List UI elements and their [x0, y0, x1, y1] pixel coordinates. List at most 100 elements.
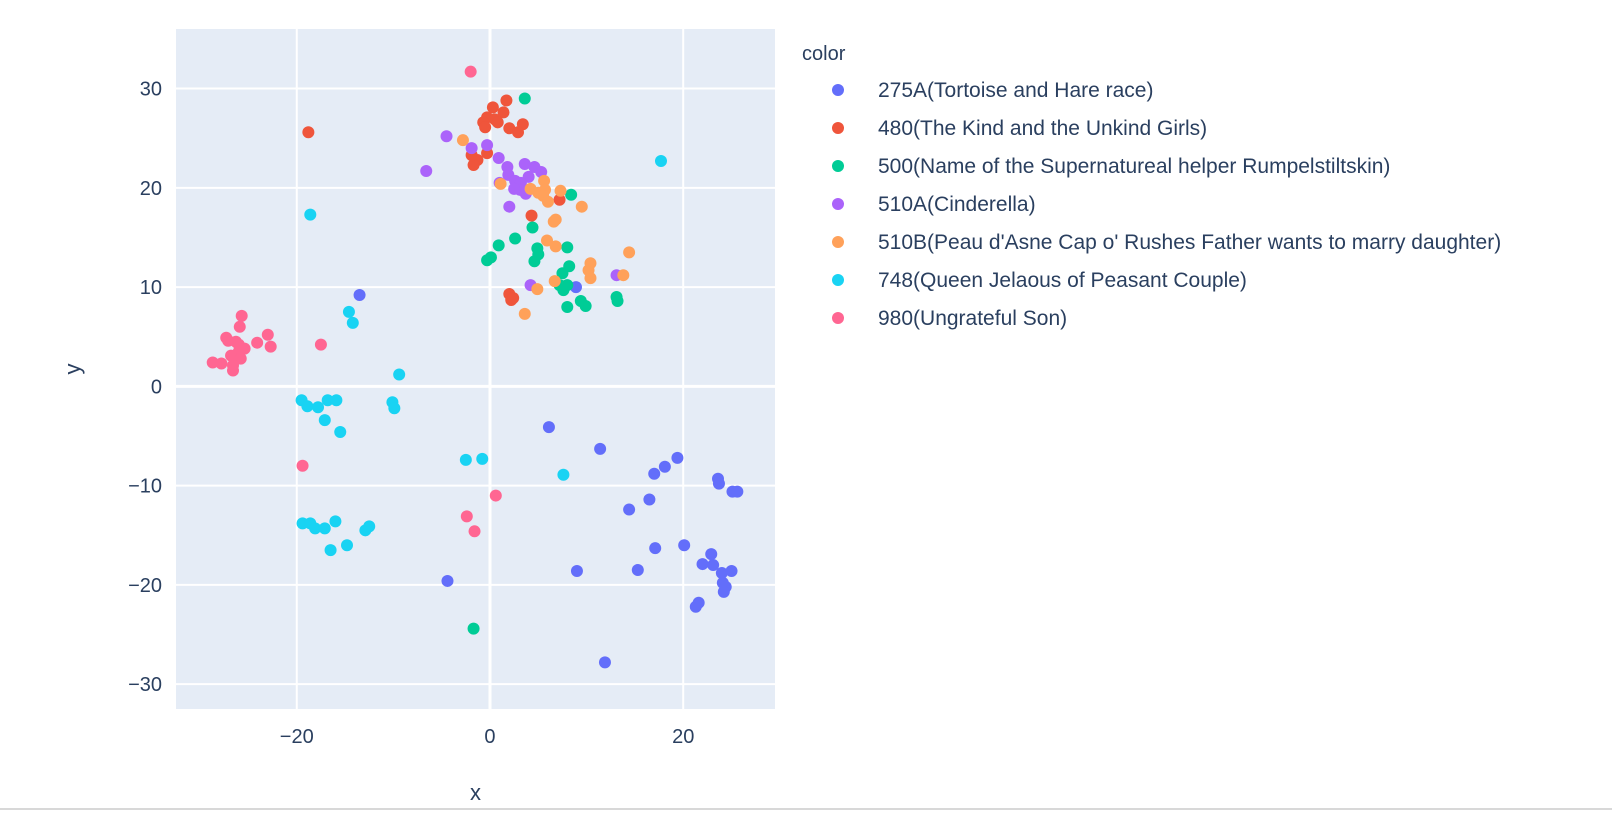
data-point[interactable]	[696, 558, 709, 571]
data-point[interactable]	[329, 515, 342, 528]
legend-item[interactable]: 275A(Tortoise and Hare race)	[832, 79, 1153, 102]
data-point[interactable]	[318, 414, 331, 427]
data-point[interactable]	[648, 467, 661, 480]
data-point[interactable]	[518, 307, 531, 320]
data-point[interactable]	[717, 585, 730, 598]
data-point[interactable]	[503, 200, 516, 213]
data-point[interactable]	[388, 402, 401, 415]
data-point[interactable]	[557, 468, 570, 481]
data-point[interactable]	[561, 279, 574, 292]
data-point[interactable]	[393, 368, 406, 381]
data-point[interactable]	[489, 489, 502, 502]
data-point[interactable]	[491, 116, 504, 129]
data-point[interactable]	[464, 65, 477, 78]
data-point[interactable]	[476, 452, 489, 465]
data-point[interactable]	[215, 357, 228, 370]
data-point[interactable]	[541, 195, 554, 208]
data-point[interactable]	[235, 309, 248, 322]
data-point[interactable]	[731, 485, 744, 498]
data-point[interactable]	[561, 300, 574, 313]
data-point[interactable]	[227, 364, 240, 377]
data-point[interactable]	[531, 283, 544, 296]
data-point[interactable]	[467, 159, 480, 171]
data-point[interactable]	[526, 221, 539, 234]
data-point[interactable]	[296, 459, 309, 472]
data-point[interactable]	[617, 269, 630, 282]
data-point[interactable]	[584, 272, 597, 285]
legend-item[interactable]: 510B(Peau d'Asne Cap o' Rushes Father wa…	[832, 231, 1501, 254]
data-point[interactable]	[512, 126, 525, 139]
data-point[interactable]	[507, 292, 520, 305]
data-point[interactable]	[334, 426, 347, 439]
data-point[interactable]	[468, 525, 481, 538]
data-point[interactable]	[494, 177, 507, 190]
data-point[interactable]	[481, 139, 494, 152]
data-point[interactable]	[233, 320, 246, 333]
data-point[interactable]	[353, 289, 366, 302]
data-point[interactable]	[251, 336, 264, 349]
data-point[interactable]	[643, 493, 656, 506]
data-point[interactable]	[715, 567, 728, 579]
data-point[interactable]	[649, 542, 662, 555]
data-point[interactable]	[304, 208, 317, 221]
data-point[interactable]	[594, 442, 607, 455]
data-point[interactable]	[314, 338, 327, 351]
data-point[interactable]	[538, 174, 551, 187]
data-point[interactable]	[321, 394, 334, 407]
data-point[interactable]	[547, 215, 560, 228]
data-point[interactable]	[206, 356, 219, 369]
data-point[interactable]	[553, 193, 566, 206]
data-point[interactable]	[341, 539, 354, 552]
data-point[interactable]	[486, 101, 499, 114]
data-point[interactable]	[705, 548, 718, 561]
data-point[interactable]	[492, 239, 505, 252]
data-point[interactable]	[623, 246, 636, 259]
data-point[interactable]	[528, 255, 541, 268]
data-point[interactable]	[363, 520, 376, 533]
data-point[interactable]	[330, 394, 343, 407]
data-point[interactable]	[479, 121, 492, 134]
data-point[interactable]	[707, 559, 720, 572]
data-point[interactable]	[561, 241, 574, 254]
data-point[interactable]	[712, 477, 725, 490]
data-point[interactable]	[518, 158, 531, 171]
data-point[interactable]	[318, 522, 331, 535]
legend[interactable]: color 275A(Tortoise and Hare race) 480(Th…	[802, 43, 1501, 330]
data-point[interactable]	[467, 622, 480, 635]
data-point[interactable]	[225, 349, 238, 362]
data-point[interactable]	[556, 267, 569, 280]
data-point[interactable]	[465, 142, 478, 155]
data-point[interactable]	[548, 275, 561, 288]
data-point[interactable]	[525, 209, 538, 222]
data-point[interactable]	[575, 200, 588, 213]
data-point[interactable]	[346, 316, 359, 329]
data-point[interactable]	[570, 565, 583, 578]
data-point[interactable]	[500, 94, 513, 107]
data-point[interactable]	[654, 155, 667, 168]
data-point[interactable]	[497, 106, 510, 119]
legend-item[interactable]: 510A(Cinderella)	[832, 193, 1036, 216]
data-point[interactable]	[440, 130, 453, 143]
data-point[interactable]	[554, 184, 567, 197]
data-point[interactable]	[540, 234, 553, 247]
data-point[interactable]	[302, 126, 315, 139]
data-point[interactable]	[671, 451, 684, 464]
data-point[interactable]	[492, 152, 505, 165]
legend-item[interactable]: 500(Name of the Supernatureal helper Rum…	[832, 155, 1390, 178]
data-point[interactable]	[579, 299, 592, 312]
data-point[interactable]	[261, 328, 274, 341]
data-point[interactable]	[420, 164, 433, 177]
data-point[interactable]	[481, 254, 494, 267]
data-point[interactable]	[611, 295, 624, 307]
legend-item[interactable]: 480(The Kind and the Unkind Girls)	[832, 117, 1207, 140]
data-point[interactable]	[312, 401, 325, 414]
data-point[interactable]	[301, 400, 314, 413]
data-point[interactable]	[565, 188, 578, 201]
data-point[interactable]	[725, 565, 738, 578]
data-point[interactable]	[324, 544, 337, 557]
data-point[interactable]	[456, 134, 469, 147]
data-point[interactable]	[549, 240, 562, 253]
data-point[interactable]	[542, 421, 555, 434]
data-point[interactable]	[264, 340, 277, 353]
data-point[interactable]	[234, 352, 247, 365]
